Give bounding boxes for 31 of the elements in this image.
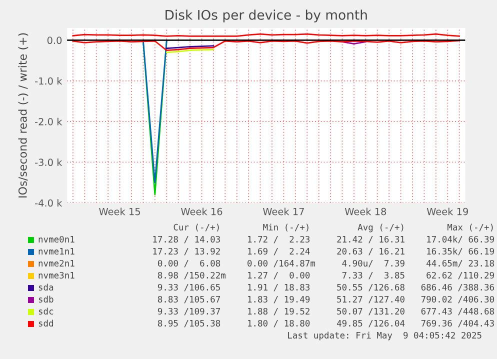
legend-label: sdb	[38, 296, 54, 303]
text: 9.33 /109.37 1.88 / 19.52 50.07 /131.20 677.43 /448.68	[158, 308, 494, 316]
y-tick-label: -4.0 k	[35, 199, 62, 207]
text: 8.98 /150.22m 1.27 / 0.00 7.33 / 3.85 62.62 /110.29	[158, 272, 494, 280]
y-tick-label: -3.0 k	[35, 158, 62, 166]
legend-label: sda	[38, 284, 54, 291]
legend-label: nvme2n1	[38, 260, 74, 267]
text: 9.33 /106.65 1.91 / 18.83 50.55 /126.68 686.46 /388.36	[158, 284, 494, 292]
y-axis-title: IOs/second read (-) / write (+)	[18, 33, 28, 198]
text: 0.00 / 6.08 0.00 /164.87m 4.90u/ 7.39 44.65m/ 23.18	[158, 260, 494, 268]
x-tick-label: Week 19	[426, 208, 468, 216]
legend-label: nvme1n1	[38, 248, 74, 255]
y-tick-label: -2.0 k	[35, 118, 62, 126]
legend-label: sdc	[38, 308, 54, 315]
legend-label: nvme0n1	[38, 236, 74, 243]
text: Cur (-/+) Min (-/+) Avg (-/+) Max (-/+)	[174, 224, 493, 232]
text: 17.28 / 14.03 1.72 / 2.23 21.42 / 16.31 17.04k/ 66.39	[153, 236, 494, 244]
text: Last update: Fri May 9 04:05:42 2025	[288, 332, 482, 340]
chart-title: Disk IOs per device - by month	[166, 10, 367, 22]
x-tick-label: Week 17	[262, 208, 304, 216]
text: 8.83 /105.67 1.83 / 19.49 51.27 /127.40 790.02 /406.30	[158, 296, 494, 304]
legend-label: nvme3n1	[38, 272, 74, 279]
y-tick-label: 0.0	[47, 36, 62, 44]
x-tick-label: Week 16	[181, 208, 222, 216]
line-series	[72, 40, 460, 52]
y-tick-label: -1.0 k	[35, 77, 62, 85]
text: 17.23 / 13.92 1.69 / 2.24 20.63 / 16.21 16.35k/ 66.19	[153, 248, 494, 256]
x-tick-label: Week 18	[344, 208, 386, 216]
legend-label: sdd	[38, 320, 53, 327]
text: 8.95 /105.38 1.80 / 18.80 49.85 /126.04 769.36 /404.43	[158, 320, 494, 328]
x-tick-label: Week 15	[99, 208, 140, 216]
